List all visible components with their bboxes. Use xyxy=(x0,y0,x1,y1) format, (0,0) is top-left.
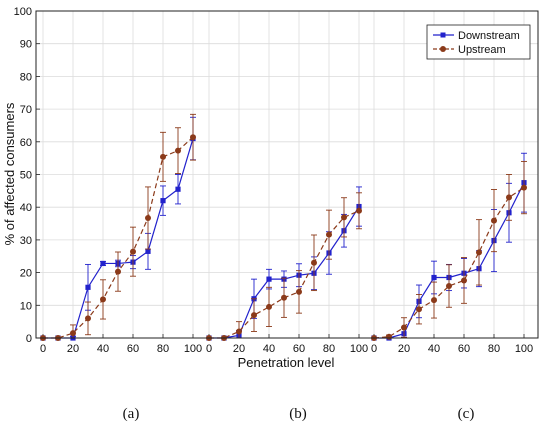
point-upstream xyxy=(461,277,467,284)
line-upstream-p3 xyxy=(373,187,525,339)
x-tick-label-p2-0: 0 xyxy=(206,343,212,355)
y-tick-label-80: 80 xyxy=(20,71,32,83)
x-tick-label-p3-40: 40 xyxy=(428,343,440,355)
point-upstream xyxy=(506,194,512,201)
x-axis-label: Penetration level xyxy=(238,355,335,370)
y-tick-label-70: 70 xyxy=(20,104,32,116)
point-downstream xyxy=(85,284,91,290)
y-tick-label-10: 10 xyxy=(20,300,32,312)
x-tick-label-p3-20: 20 xyxy=(398,343,410,355)
legend-upstream-marker xyxy=(440,46,446,52)
legend-downstream-marker xyxy=(440,32,446,38)
point-downstream xyxy=(160,198,166,204)
x-tick-label-p1-80: 80 xyxy=(157,343,169,355)
x-tick-label-p2-60: 60 xyxy=(293,343,305,355)
point-downstream xyxy=(100,260,106,267)
point-upstream xyxy=(341,214,347,221)
point-upstream xyxy=(296,288,302,295)
point-downstream xyxy=(266,276,272,282)
series-upstream-p1 xyxy=(40,113,196,341)
plot-frame xyxy=(35,10,539,339)
point-upstream xyxy=(70,330,76,337)
point-upstream xyxy=(326,231,332,238)
legend-downstream-label: Downstream xyxy=(458,30,520,42)
point-upstream xyxy=(476,249,482,256)
y-tick-label-20: 20 xyxy=(20,268,32,280)
point-upstream xyxy=(236,328,242,335)
y-tick-label-100: 100 xyxy=(14,6,32,18)
panel-label-a: (a) xyxy=(123,406,140,422)
panel-label-c: (c) xyxy=(458,406,475,422)
point-upstream xyxy=(311,259,317,266)
y-axis-ticks: 0 10 20 30 40 50 60 70 80 90 100 xyxy=(14,6,40,345)
x-tick-label-p2-80: 80 xyxy=(323,343,335,355)
y-axis-label: % of affected consumers xyxy=(2,102,17,245)
y-tick-label-60: 60 xyxy=(20,137,32,149)
legend: Downstream Upstream xyxy=(426,24,531,60)
x-axis-ticks: 0 20 40 60 80 100 0 20 40 60 80 100 0 20 40 60 80 100 xyxy=(40,334,533,355)
x-tick-label-p1-40: 40 xyxy=(97,343,109,355)
series-upstream-p3 xyxy=(371,160,527,341)
point-upstream xyxy=(190,134,196,141)
x-tick-label-p3-0: 0 xyxy=(371,343,377,355)
x-tick-label-p3-100: 100 xyxy=(515,343,533,355)
x-tick-label-p1-20: 20 xyxy=(67,343,79,355)
point-upstream xyxy=(115,268,121,275)
point-upstream xyxy=(175,147,181,154)
point-upstream xyxy=(521,184,527,191)
x-tick-label-p2-100: 100 xyxy=(350,343,368,355)
y-tick-label-90: 90 xyxy=(20,39,32,51)
point-upstream xyxy=(160,153,166,160)
x-tick-label-p2-20: 20 xyxy=(233,343,245,355)
series-layer xyxy=(40,113,527,341)
y-tick-label-30: 30 xyxy=(20,235,32,247)
legend-box xyxy=(426,24,531,60)
point-upstream xyxy=(356,207,362,214)
x-tick-label-p1-0: 0 xyxy=(40,343,46,355)
point-upstream xyxy=(281,294,287,301)
point-upstream xyxy=(100,296,106,303)
x-tick-label-p1-100: 100 xyxy=(184,343,202,355)
point-upstream xyxy=(431,297,437,304)
x-tick-label-p3-80: 80 xyxy=(488,343,500,355)
point-upstream xyxy=(130,248,136,255)
point-upstream xyxy=(446,283,452,290)
x-tick-label-p3-60: 60 xyxy=(458,343,470,355)
point-upstream xyxy=(386,333,392,340)
point-upstream xyxy=(85,315,91,322)
point-downstream xyxy=(145,248,151,254)
point-upstream xyxy=(145,214,151,221)
x-tick-label-p2-40: 40 xyxy=(263,343,275,355)
legend-upstream-label: Upstream xyxy=(458,44,506,56)
point-upstream xyxy=(251,312,257,319)
point-upstream xyxy=(491,217,497,224)
point-downstream xyxy=(431,274,437,281)
y-tick-label-50: 50 xyxy=(20,170,32,182)
point-upstream xyxy=(401,324,407,331)
y-tick-label-0: 0 xyxy=(26,333,32,345)
x-tick-label-p1-60: 60 xyxy=(127,343,139,355)
y-tick-label-40: 40 xyxy=(20,202,32,214)
point-upstream xyxy=(266,303,272,310)
point-downstream xyxy=(175,186,181,192)
panel-label-b: (b) xyxy=(289,406,307,422)
point-upstream xyxy=(416,306,422,313)
